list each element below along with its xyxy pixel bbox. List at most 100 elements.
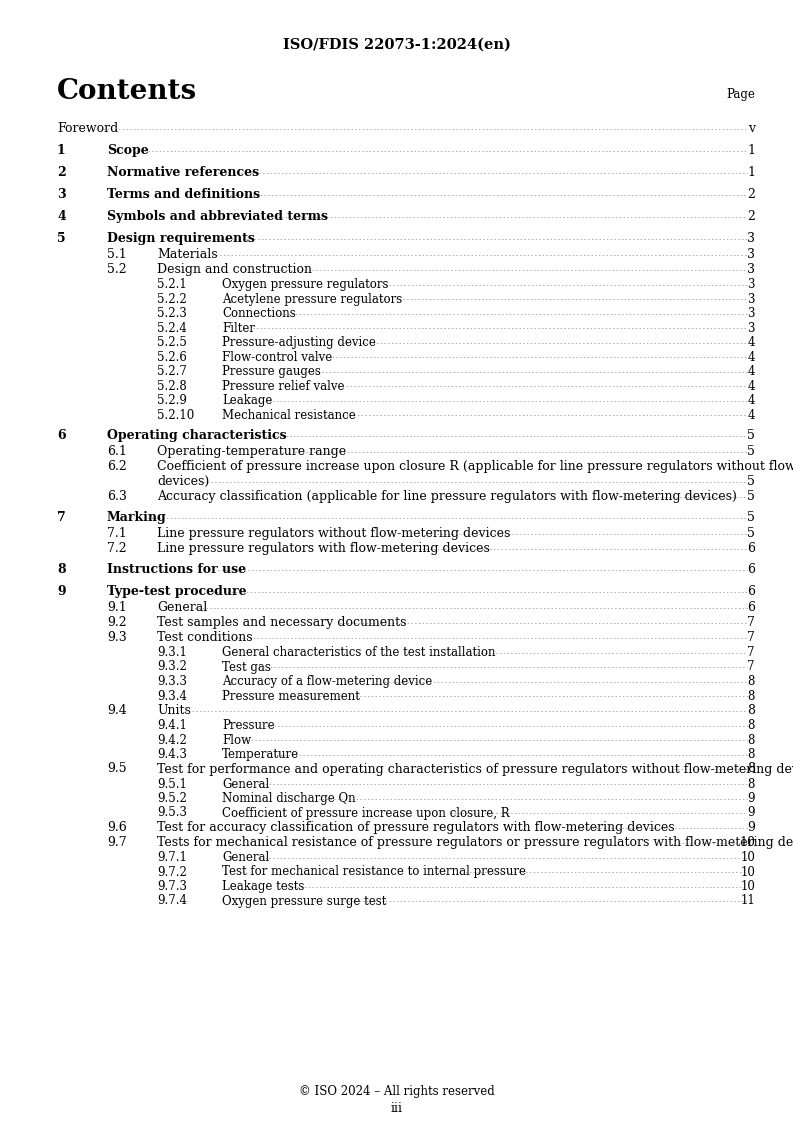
Text: Design requirements: Design requirements bbox=[107, 232, 255, 245]
Text: General: General bbox=[157, 601, 207, 614]
Text: 8: 8 bbox=[748, 690, 755, 702]
Text: 9.3.4: 9.3.4 bbox=[157, 690, 187, 702]
Text: 8: 8 bbox=[748, 719, 755, 732]
Text: 7: 7 bbox=[747, 631, 755, 644]
Text: 2: 2 bbox=[747, 188, 755, 201]
Text: 7: 7 bbox=[748, 661, 755, 673]
Text: 9: 9 bbox=[747, 821, 755, 834]
Text: 9: 9 bbox=[748, 807, 755, 819]
Text: 9: 9 bbox=[57, 585, 66, 598]
Text: Materials: Materials bbox=[157, 248, 217, 261]
Text: General characteristics of the test installation: General characteristics of the test inst… bbox=[222, 646, 496, 659]
Text: 9.7.4: 9.7.4 bbox=[157, 894, 187, 908]
Text: 9.7.2: 9.7.2 bbox=[157, 865, 187, 879]
Text: 3: 3 bbox=[57, 188, 66, 201]
Text: 9.4.2: 9.4.2 bbox=[157, 734, 187, 746]
Text: Scope: Scope bbox=[107, 144, 149, 157]
Text: 5.2.8: 5.2.8 bbox=[157, 379, 186, 393]
Text: 8: 8 bbox=[57, 563, 66, 576]
Text: Coefficient of pressure increase upon closure, R: Coefficient of pressure increase upon cl… bbox=[222, 807, 510, 819]
Text: 4: 4 bbox=[748, 365, 755, 378]
Text: Test for mechanical resistance to internal pressure: Test for mechanical resistance to intern… bbox=[222, 865, 526, 879]
Text: 5.2.2: 5.2.2 bbox=[157, 293, 186, 305]
Text: 6: 6 bbox=[747, 585, 755, 598]
Text: 9.5.1: 9.5.1 bbox=[157, 778, 187, 791]
Text: Filter: Filter bbox=[222, 322, 255, 334]
Text: Pressure measurement: Pressure measurement bbox=[222, 690, 360, 702]
Text: Pressure gauges: Pressure gauges bbox=[222, 365, 321, 378]
Text: Accuracy of a flow-metering device: Accuracy of a flow-metering device bbox=[222, 675, 432, 688]
Text: Accuracy classification (applicable for line pressure regulators with flow-meter: Accuracy classification (applicable for … bbox=[157, 490, 737, 503]
Text: 9.3.1: 9.3.1 bbox=[157, 646, 187, 659]
Text: 5.2: 5.2 bbox=[107, 263, 127, 276]
Text: Oxygen pressure regulators: Oxygen pressure regulators bbox=[222, 278, 389, 291]
Text: 10: 10 bbox=[740, 865, 755, 879]
Text: Design and construction: Design and construction bbox=[157, 263, 312, 276]
Text: Units: Units bbox=[157, 703, 191, 717]
Text: 7: 7 bbox=[57, 511, 66, 524]
Text: 10: 10 bbox=[739, 836, 755, 849]
Text: General: General bbox=[222, 850, 270, 864]
Text: 5: 5 bbox=[747, 445, 755, 458]
Text: Pressure-adjusting device: Pressure-adjusting device bbox=[222, 335, 376, 349]
Text: 5: 5 bbox=[747, 511, 755, 524]
Text: ISO/FDIS 22073-1:2024(en): ISO/FDIS 22073-1:2024(en) bbox=[282, 38, 511, 52]
Text: 9.5.3: 9.5.3 bbox=[157, 807, 187, 819]
Text: 5.2.4: 5.2.4 bbox=[157, 322, 187, 334]
Text: Connections: Connections bbox=[222, 307, 296, 320]
Text: 5.2.3: 5.2.3 bbox=[157, 307, 187, 320]
Text: 5.2.7: 5.2.7 bbox=[157, 365, 187, 378]
Text: 3: 3 bbox=[748, 293, 755, 305]
Text: 9.3.3: 9.3.3 bbox=[157, 675, 187, 688]
Text: 4: 4 bbox=[748, 379, 755, 393]
Text: Acetylene pressure regulators: Acetylene pressure regulators bbox=[222, 293, 402, 305]
Text: 4: 4 bbox=[748, 335, 755, 349]
Text: 9.6: 9.6 bbox=[107, 821, 127, 834]
Text: 10: 10 bbox=[740, 850, 755, 864]
Text: 3: 3 bbox=[748, 278, 755, 291]
Text: 2: 2 bbox=[57, 166, 66, 180]
Text: 5: 5 bbox=[747, 475, 755, 488]
Text: 5: 5 bbox=[747, 490, 755, 503]
Text: 6: 6 bbox=[57, 429, 66, 442]
Text: 4: 4 bbox=[748, 350, 755, 364]
Text: Flow-control valve: Flow-control valve bbox=[222, 350, 332, 364]
Text: 3: 3 bbox=[748, 307, 755, 320]
Text: 3: 3 bbox=[748, 322, 755, 334]
Text: 9.7: 9.7 bbox=[107, 836, 127, 849]
Text: Test conditions: Test conditions bbox=[157, 631, 253, 644]
Text: Foreword: Foreword bbox=[57, 122, 118, 135]
Text: Pressure relief valve: Pressure relief valve bbox=[222, 379, 344, 393]
Text: 6: 6 bbox=[747, 563, 755, 576]
Text: 9.3.2: 9.3.2 bbox=[157, 661, 187, 673]
Text: 3: 3 bbox=[747, 263, 755, 276]
Text: 6: 6 bbox=[747, 542, 755, 555]
Text: Leakage: Leakage bbox=[222, 394, 272, 407]
Text: 9.2: 9.2 bbox=[107, 616, 127, 629]
Text: 8: 8 bbox=[748, 734, 755, 746]
Text: Temperature: Temperature bbox=[222, 748, 299, 761]
Text: Test samples and necessary documents: Test samples and necessary documents bbox=[157, 616, 407, 629]
Text: Terms and definitions: Terms and definitions bbox=[107, 188, 260, 201]
Text: 5: 5 bbox=[747, 429, 755, 442]
Text: 9.4.3: 9.4.3 bbox=[157, 748, 187, 761]
Text: 5.2.5: 5.2.5 bbox=[157, 335, 187, 349]
Text: 8: 8 bbox=[747, 703, 755, 717]
Text: Contents: Contents bbox=[57, 79, 197, 105]
Text: Symbols and abbreviated terms: Symbols and abbreviated terms bbox=[107, 210, 328, 223]
Text: Test gas: Test gas bbox=[222, 661, 271, 673]
Text: 8: 8 bbox=[748, 778, 755, 791]
Text: 9.1: 9.1 bbox=[107, 601, 127, 614]
Text: 9: 9 bbox=[748, 792, 755, 804]
Text: 7: 7 bbox=[747, 616, 755, 629]
Text: Coefficient of pressure increase upon closure R (applicable for line pressure re: Coefficient of pressure increase upon cl… bbox=[157, 460, 793, 473]
Text: 7: 7 bbox=[748, 646, 755, 659]
Text: iii: iii bbox=[390, 1102, 403, 1115]
Text: © ISO 2024 – All rights reserved: © ISO 2024 – All rights reserved bbox=[299, 1085, 494, 1098]
Text: 1: 1 bbox=[57, 144, 66, 157]
Text: Line pressure regulators with flow-metering devices: Line pressure regulators with flow-meter… bbox=[157, 542, 490, 555]
Text: 7.2: 7.2 bbox=[107, 542, 127, 555]
Text: 9.7.1: 9.7.1 bbox=[157, 850, 187, 864]
Text: 10: 10 bbox=[740, 880, 755, 893]
Text: Leakage tests: Leakage tests bbox=[222, 880, 305, 893]
